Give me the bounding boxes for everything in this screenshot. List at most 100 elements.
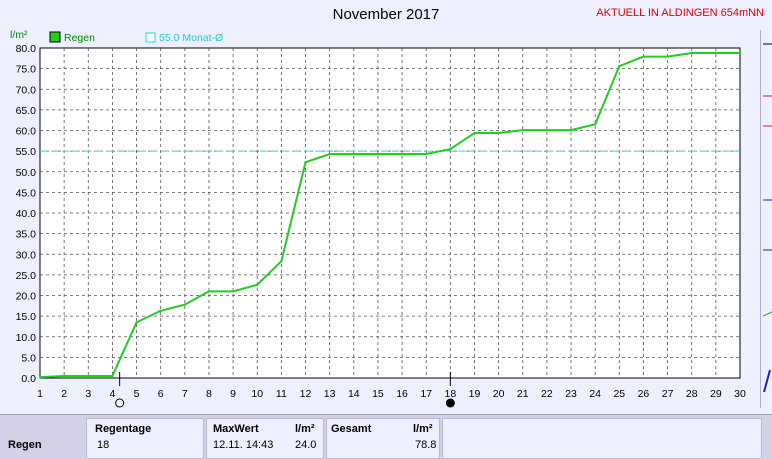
y-axis-unit: l/m² bbox=[10, 29, 28, 41]
data-point bbox=[400, 152, 404, 156]
y-tick-label: 15.0 bbox=[16, 311, 37, 323]
legend-regen-label: Regen bbox=[64, 32, 95, 44]
data-point bbox=[207, 290, 211, 293]
x-tick-label: 20 bbox=[493, 388, 505, 400]
full-moon-icon bbox=[115, 398, 125, 408]
y-tick-label: 55.0 bbox=[16, 146, 37, 158]
y-tick-label: 40.0 bbox=[16, 208, 37, 220]
x-tick-label: 5 bbox=[134, 388, 140, 400]
data-point bbox=[256, 283, 259, 286]
data-point bbox=[666, 55, 669, 58]
regentage-value: 18 bbox=[97, 439, 110, 451]
x-tick-label: 29 bbox=[710, 388, 722, 400]
data-point bbox=[690, 51, 693, 55]
x-tick-label: 23 bbox=[565, 388, 577, 400]
y-tick-label: 35.0 bbox=[16, 229, 37, 241]
x-tick-label: 6 bbox=[158, 388, 164, 400]
data-point bbox=[521, 128, 524, 132]
maxwert-unit: l/m² bbox=[295, 423, 315, 435]
x-tick-label: 14 bbox=[348, 388, 360, 400]
data-point bbox=[304, 161, 307, 164]
x-tick-label: 17 bbox=[420, 388, 432, 400]
series-line-regen bbox=[39, 51, 740, 379]
data-point bbox=[280, 260, 283, 263]
x-tick-label: 26 bbox=[638, 388, 650, 400]
x-tick-label: 27 bbox=[662, 388, 674, 400]
x-tick-label: 8 bbox=[206, 388, 212, 400]
legend-regen-swatch[interactable] bbox=[49, 31, 61, 43]
data-point bbox=[159, 309, 162, 312]
y-tick-label: 45.0 bbox=[16, 187, 37, 199]
data-point bbox=[618, 64, 621, 68]
regentage-label: Regentage bbox=[95, 423, 152, 435]
chart-title: November 2017 bbox=[332, 6, 440, 23]
data-point bbox=[135, 321, 138, 324]
data-point bbox=[87, 374, 90, 378]
x-tick-label: 10 bbox=[251, 388, 263, 400]
x-tick-label: 9 bbox=[230, 388, 236, 400]
data-point bbox=[593, 123, 597, 126]
gesamt-cell: Gesamt l/m² 78.8 bbox=[326, 418, 440, 459]
x-tick-label: 12 bbox=[300, 388, 312, 400]
stats-empty-cell bbox=[442, 418, 762, 459]
y-tick-label: 60.0 bbox=[16, 126, 37, 138]
data-point bbox=[231, 290, 235, 293]
data-point bbox=[473, 131, 476, 135]
y-tick-label: 50.0 bbox=[16, 167, 37, 179]
maxwert-label: MaxWert bbox=[213, 423, 259, 435]
x-tick-label: 4 bbox=[109, 388, 115, 400]
y-tick-label: 5.0 bbox=[21, 352, 36, 364]
y-tick-label: 75.0 bbox=[16, 64, 37, 76]
y-tick-label: 20.0 bbox=[16, 291, 37, 303]
maxwert-value: 24.0 bbox=[295, 439, 317, 451]
x-tick-label: 21 bbox=[517, 388, 529, 400]
data-point bbox=[38, 375, 42, 379]
y-tick-label: 10.0 bbox=[16, 332, 37, 344]
y-axis-ticks: 0.0 5.0 10.0 15.0 20.0 25.0 30.0 35.0 40.0 45.0 50… bbox=[16, 43, 37, 385]
adjacent-panel-edge bbox=[760, 30, 772, 408]
x-tick-label: 2 bbox=[61, 388, 67, 400]
gesamt-value: 78.8 bbox=[415, 439, 437, 451]
x-tick-label: 22 bbox=[541, 388, 553, 400]
data-point bbox=[569, 128, 573, 132]
gesamt-label: Gesamt bbox=[331, 423, 372, 435]
data-point bbox=[738, 51, 742, 55]
data-point bbox=[642, 55, 645, 58]
x-tick-label: 25 bbox=[613, 388, 625, 400]
x-tick-label: 24 bbox=[589, 388, 601, 400]
maxwert-time: 12.11. 14:43 bbox=[213, 439, 274, 451]
data-point bbox=[328, 152, 331, 156]
data-point bbox=[714, 51, 718, 55]
data-point bbox=[62, 374, 66, 378]
data-point bbox=[352, 152, 355, 156]
data-point bbox=[111, 374, 114, 378]
station-label: AKTUELL IN ALDINGEN 654mNN bbox=[596, 7, 764, 19]
data-point bbox=[497, 131, 500, 135]
x-tick-label: 19 bbox=[469, 388, 481, 400]
moon-phase-markers bbox=[115, 372, 455, 408]
x-tick-label: 15 bbox=[372, 388, 384, 400]
data-point bbox=[449, 147, 452, 151]
data-point bbox=[545, 128, 549, 132]
y-tick-label: 65.0 bbox=[16, 105, 37, 117]
data-point bbox=[183, 303, 187, 306]
legend-average-swatch[interactable] bbox=[145, 32, 156, 43]
grid-lines bbox=[40, 48, 740, 378]
data-point bbox=[425, 152, 428, 156]
rain-chart: 0.0 5.0 10.0 15.0 20.0 25.0 30.0 35.0 40.0 45.0 50… bbox=[10, 29, 746, 408]
x-tick-label: 13 bbox=[324, 388, 336, 400]
x-tick-label: 3 bbox=[85, 388, 91, 400]
gesamt-unit: l/m² bbox=[413, 423, 433, 435]
new-moon-icon bbox=[445, 398, 455, 408]
x-tick-label: 18 bbox=[445, 388, 457, 400]
x-tick-label: 16 bbox=[396, 388, 408, 400]
x-tick-label: 28 bbox=[686, 388, 698, 400]
x-tick-label: 1 bbox=[37, 388, 43, 400]
series-points-regen bbox=[38, 51, 742, 379]
x-tick-label: 30 bbox=[734, 388, 746, 400]
data-point bbox=[376, 152, 380, 156]
x-axis-ticks: 1 2 3 4 5 6 7 8 9 10 11 12 13 14 15 16 17 18 19 20 21 22 23 24 2… bbox=[37, 388, 746, 400]
y-tick-label: 0.0 bbox=[21, 373, 36, 385]
maxwert-cell: MaxWert l/m² 12.11. 14:43 24.0 bbox=[206, 418, 324, 459]
statistics-panel: Regen Regentage 18 MaxWert l/m² 12.11. 1… bbox=[0, 414, 772, 459]
